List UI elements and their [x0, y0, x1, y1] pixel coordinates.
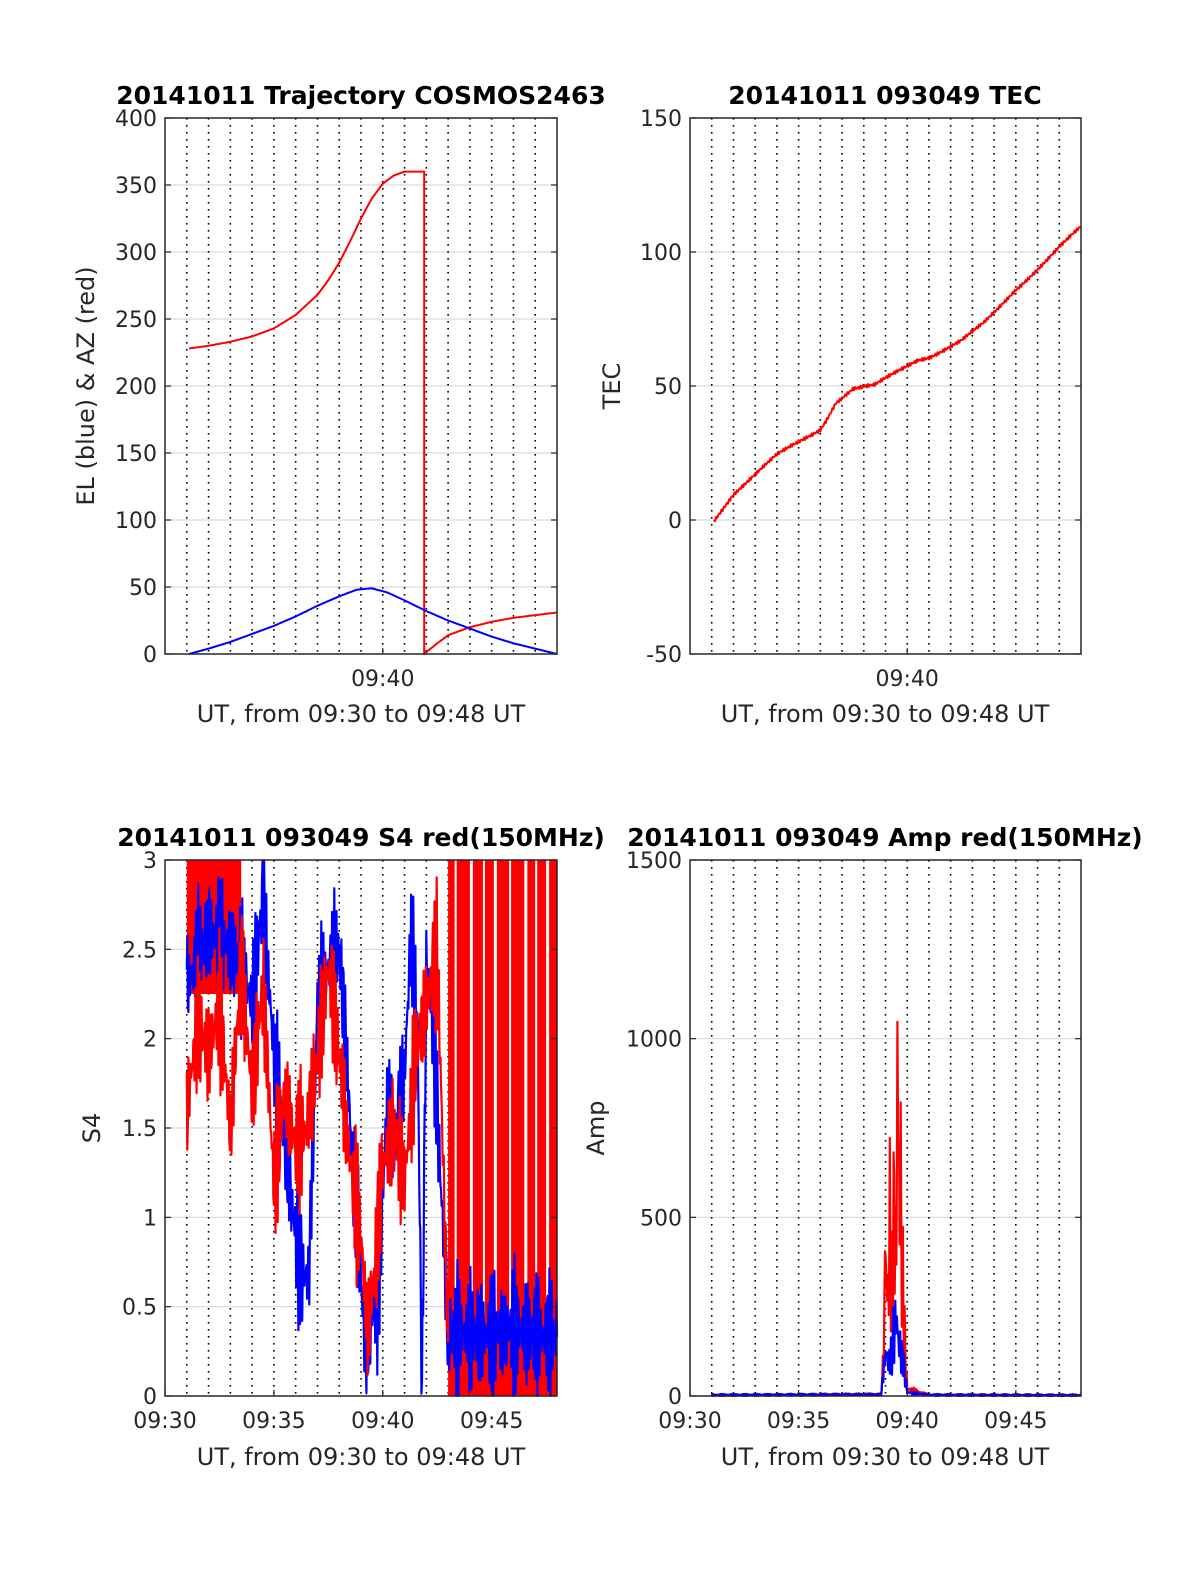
- trajectory-x-ticks: 09:40: [351, 648, 414, 692]
- s4-series-blue: [185, 858, 559, 1398]
- x-tick-label: 09:40: [351, 1409, 414, 1434]
- tec-panel: -50 0 50 100 150 09:40 20141011 093049 TEC U…: [598, 81, 1082, 728]
- amp-title: 20141011 093049 Amp red(150MHz): [627, 823, 1143, 852]
- amp-series-blue: [710, 1299, 1082, 1398]
- tec-series-red: [713, 225, 1082, 523]
- y-tick-label: 1500: [626, 849, 682, 874]
- s4-y-ticks: 0 0.5 1 1.5 2 2.5 3: [122, 849, 557, 1410]
- y-tick-label: 1: [143, 1206, 157, 1231]
- s4-xlabel: UT, from 09:30 to 09:48 UT: [197, 1443, 526, 1471]
- tec-x-ticks: 09:40: [876, 648, 939, 692]
- y-tick-label: 0: [668, 1385, 682, 1410]
- y-tick-label: 0: [143, 643, 157, 668]
- x-tick-label: 09:45: [460, 1409, 523, 1434]
- x-tick-label: 09:30: [658, 1409, 721, 1434]
- x-tick-label: 09:35: [242, 1409, 305, 1434]
- x-tick-label: 09:45: [984, 1409, 1047, 1434]
- s4-x-ticks: 09:30 09:35 09:40 09:45: [133, 1390, 523, 1434]
- s4-red-gap: [524, 860, 528, 1316]
- amp-axes-box: [689, 859, 1082, 1397]
- y-tick-label: 50: [654, 375, 682, 400]
- s4-red-gap: [454, 860, 457, 1316]
- tec-title: 20141011 093049 TEC: [728, 81, 1041, 110]
- y-tick-label: 150: [640, 107, 682, 132]
- amp-grid: [690, 860, 1081, 1396]
- trajectory-ylabel: EL (blue) & AZ (red): [72, 266, 100, 505]
- traj-series-red: [188, 170, 558, 655]
- tec-ylabel: TEC: [598, 363, 626, 411]
- tec-grid: [690, 118, 1081, 654]
- s4-red-gap: [546, 860, 550, 1316]
- x-tick-label: 09:40: [876, 1409, 939, 1434]
- amp-y-ticks: 0 500 1000 1500: [626, 849, 1081, 1410]
- trajectory-title: 20141011 Trajectory COSMOS2463: [116, 81, 606, 110]
- x-tick-label: 09:40: [876, 667, 939, 692]
- trajectory-xlabel: UT, from 09:30 to 09:48 UT: [197, 700, 526, 728]
- amp-panel: 0 500 1000 1500 09:30 09:35 09:40 09:45 201410…: [582, 823, 1143, 1471]
- y-tick-label: 0.5: [122, 1296, 157, 1321]
- y-tick-label: 100: [640, 241, 682, 266]
- amp-x-ticks: 09:30 09:35 09:40 09:45: [658, 1390, 1048, 1434]
- s4-series: [185, 858, 559, 1398]
- x-tick-label: 09:40: [351, 667, 414, 692]
- s4-red-gap: [509, 860, 512, 1316]
- y-tick-label: 2: [143, 1028, 157, 1053]
- y-tick-label: -50: [646, 643, 682, 668]
- x-tick-label: 09:30: [133, 1409, 196, 1434]
- y-tick-label: 200: [115, 375, 157, 400]
- y-tick-label: 300: [115, 241, 157, 266]
- x-tick-label: 09:35: [767, 1409, 830, 1434]
- y-tick-label: 150: [115, 442, 157, 467]
- amp-xlabel: UT, from 09:30 to 09:48 UT: [721, 1443, 1050, 1471]
- y-tick-label: 3: [143, 849, 157, 874]
- s4-panel: 0 0.5 1 1.5 2 2.5 3 09:30 09:35 09:40 09:45 20141…: [78, 823, 605, 1471]
- s4-red-gap: [469, 860, 473, 1316]
- tec-y-ticks: -50 0 50 100 150: [640, 107, 1081, 668]
- y-tick-label: 500: [640, 1206, 682, 1231]
- y-tick-label: 50: [129, 576, 157, 601]
- trajectory-grid: [165, 118, 557, 654]
- y-tick-label: 0: [143, 1385, 157, 1410]
- y-tick-label: 2.5: [122, 938, 157, 963]
- amp-plot-area: [690, 860, 1081, 1396]
- y-tick-label: 250: [115, 308, 157, 333]
- y-tick-label: 1000: [626, 1028, 682, 1053]
- tec-xlabel: UT, from 09:30 to 09:48 UT: [721, 700, 1050, 728]
- s4-series-red: [185, 876, 450, 1377]
- tec-series: [713, 225, 1082, 523]
- s4-ylabel: S4: [78, 1113, 106, 1144]
- y-tick-label: 100: [115, 509, 157, 534]
- s4-red-gap: [493, 860, 497, 1316]
- s4-red-gap: [535, 860, 538, 1316]
- y-tick-label: 350: [115, 174, 157, 199]
- y-tick-label: 0: [668, 509, 682, 534]
- trajectory-series: [188, 170, 558, 655]
- trajectory-y-ticks: 0 50 100 150 200 250 300 350 400: [115, 107, 557, 668]
- s4-title: 20141011 093049 S4 red(150MHz): [117, 823, 605, 852]
- y-tick-label: 1.5: [122, 1117, 157, 1142]
- trajectory-panel: 0 50 100 150 200 250 300 350 400 09:40 20141011 …: [72, 81, 606, 728]
- y-tick-label: 400: [115, 107, 157, 132]
- s4-red-gap: [482, 860, 485, 1316]
- amp-ylabel: Amp: [582, 1100, 610, 1155]
- traj-series-blue: [188, 587, 558, 655]
